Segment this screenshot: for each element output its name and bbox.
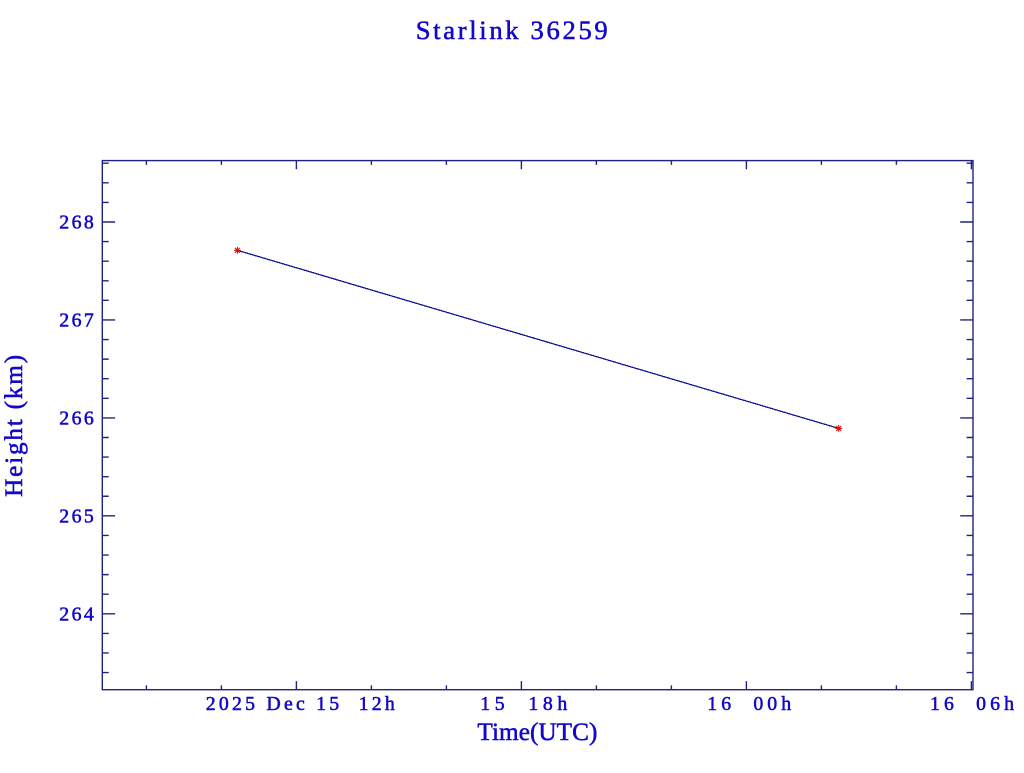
svg-text:266: 266 xyxy=(59,408,94,430)
svg-text:265: 265 xyxy=(59,505,94,527)
svg-text:264: 264 xyxy=(59,603,94,625)
svg-text:268: 268 xyxy=(59,212,94,234)
svg-text:Height (km): Height (km) xyxy=(1,355,28,497)
svg-text:Starlink 36259: Starlink 36259 xyxy=(416,15,608,45)
svg-text:2025 Dec 15 12h: 2025 Dec 15 12h xyxy=(206,693,395,715)
svg-text:267: 267 xyxy=(59,310,94,332)
svg-text:Time(UTC): Time(UTC) xyxy=(477,719,597,746)
